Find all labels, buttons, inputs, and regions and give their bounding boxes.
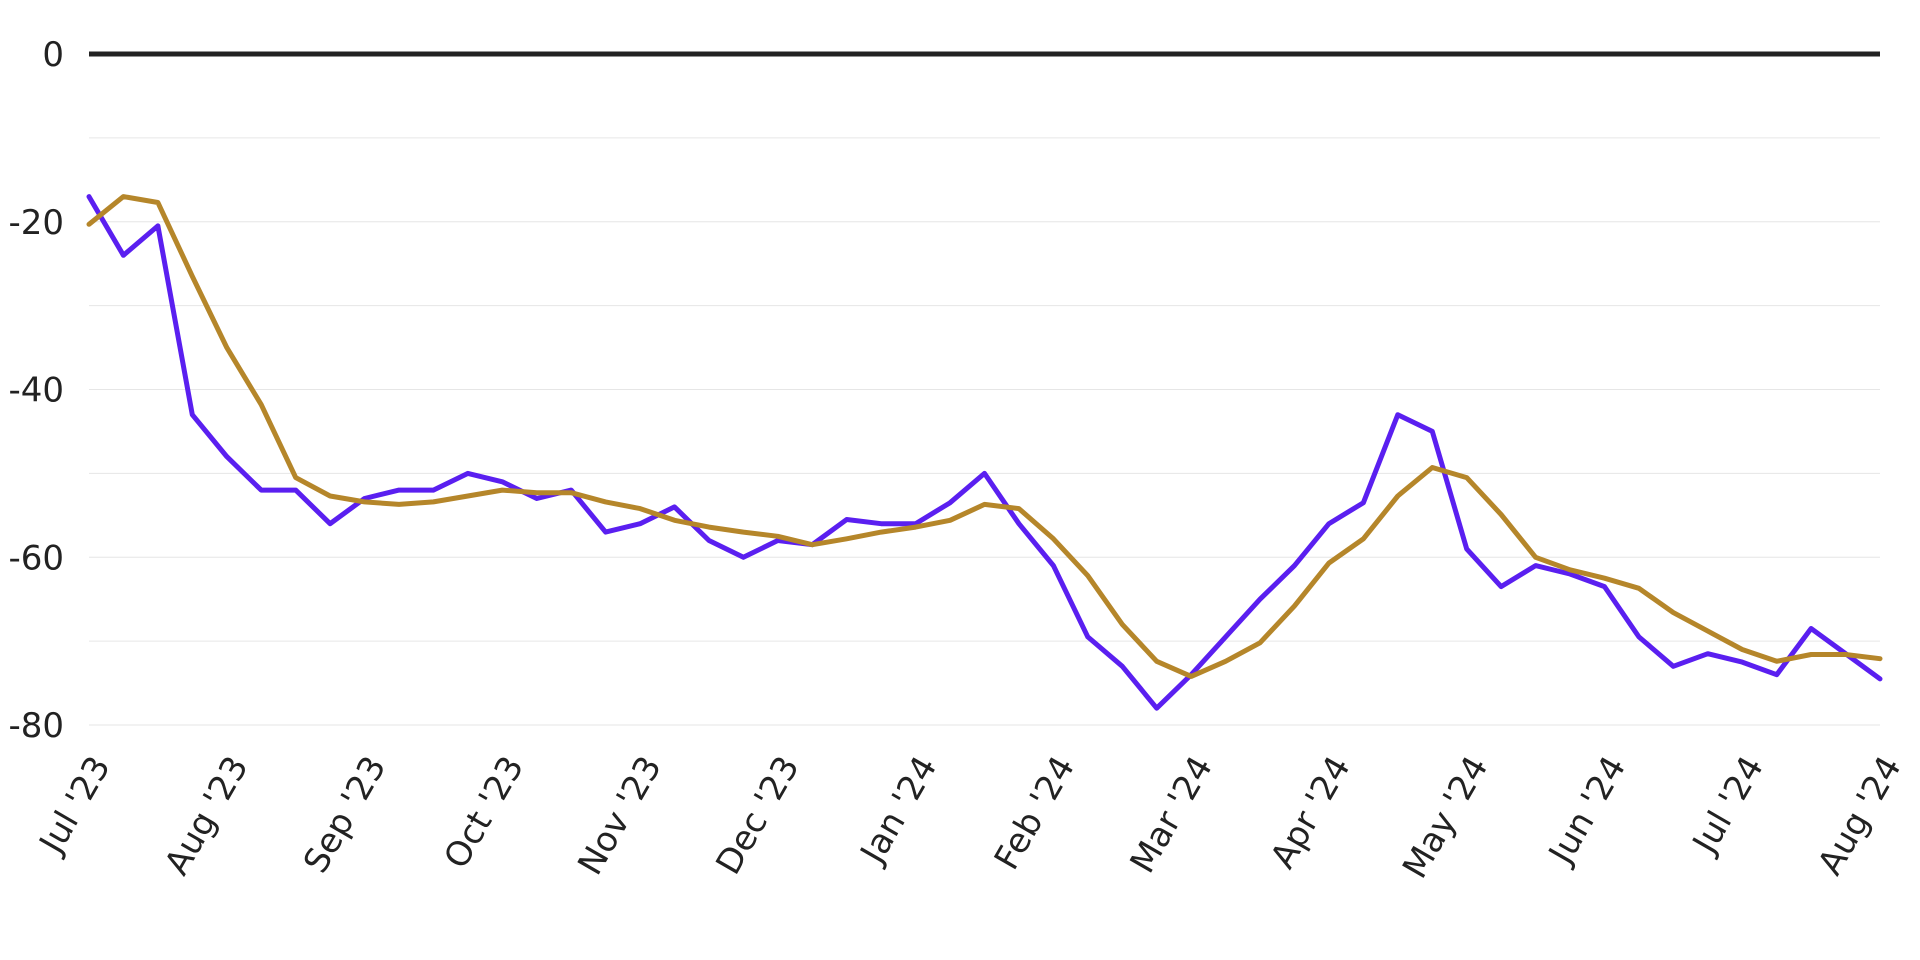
x-tick-label: Sep '23 [296,750,394,880]
x-tick-label: Feb '24 [987,750,1083,877]
x-tick-label: Jan '24 [852,750,946,872]
x-tick-label: Nov '23 [570,750,670,882]
x-tick-label: Dec '23 [708,750,807,882]
y-tick-label: 0 [42,35,64,75]
y-tick-label: -40 [8,371,64,411]
x-tick-label: Jul '24 [1684,750,1772,862]
x-tick-label: Aug '23 [157,750,257,882]
x-tick-label: Oct '23 [436,750,532,876]
y-tick-label: -20 [8,203,64,243]
x-tick-label: Mar '24 [1123,750,1221,880]
y-tick-label: -60 [8,538,64,578]
x-tick-label: Apr '24 [1263,750,1359,876]
x-tick-label: Aug '24 [1810,750,1910,882]
x-tick-label: Jun '24 [1540,750,1634,873]
line-series [86,194,1883,679]
y-tick-label: -80 [8,706,64,746]
line-series [86,194,1883,711]
x-tick-label: Jul '23 [31,750,119,862]
x-tick-label: May '24 [1395,750,1497,886]
